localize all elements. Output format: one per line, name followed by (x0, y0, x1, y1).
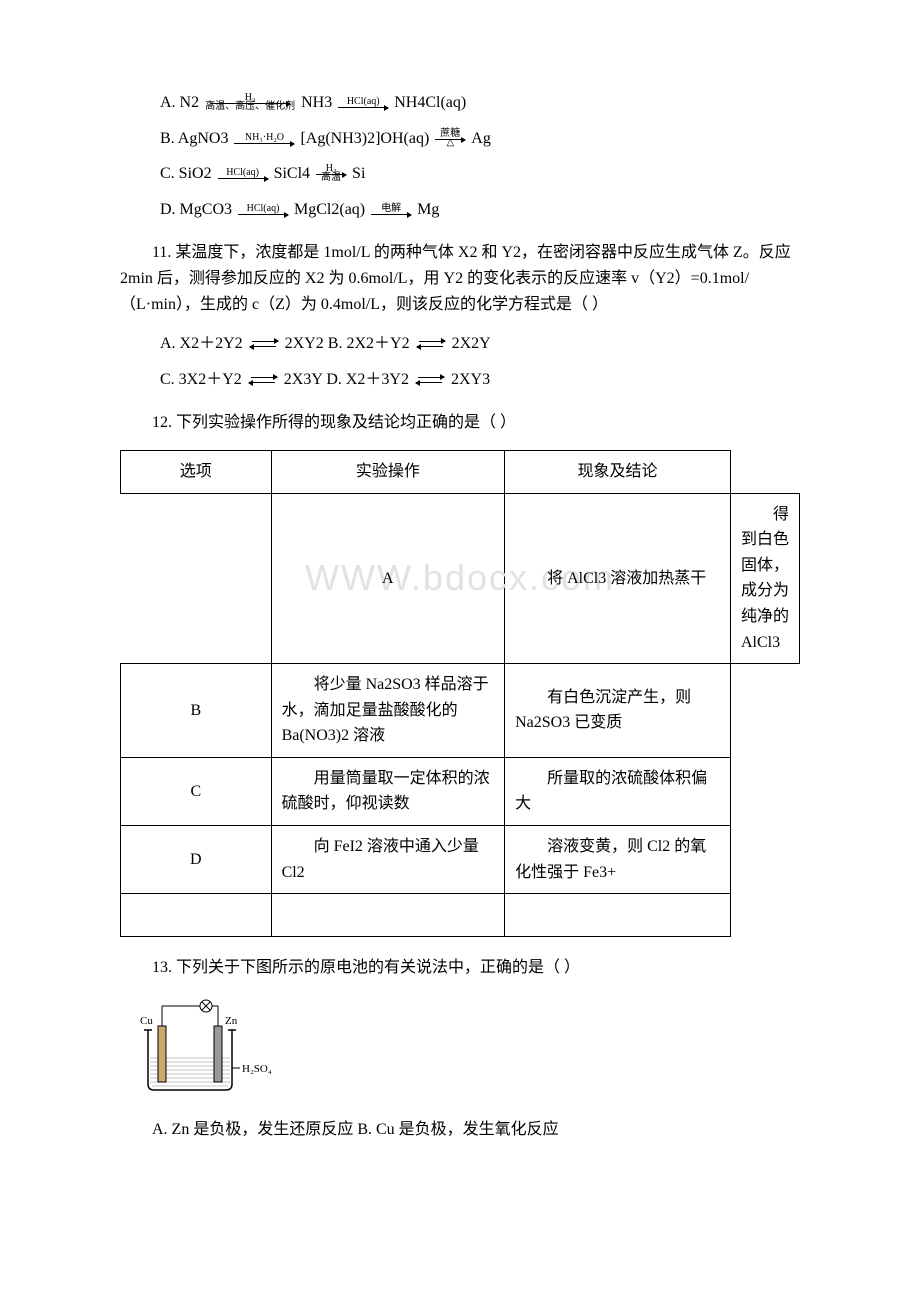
opt-text: 2X2Y (452, 335, 491, 352)
opt-text: B. 2X2＋Y2 (328, 335, 410, 352)
q10-option-B: B. AgNO3 NH₃·H₂O [Ag(NH3)2]OH(aq) 蔗糖 △ A… (120, 126, 800, 152)
opt-text: A. X2＋2Y2 (160, 335, 243, 352)
reaction-arrow: H₂ 高温 (316, 164, 346, 183)
reaction-arrow: HCl(aq) (338, 97, 388, 108)
reaction-arrow: 蔗糖 △ (435, 129, 465, 148)
cell-op: 将 AlCl3 溶液加热蒸干 (505, 493, 731, 664)
table-header-row: 选项 实验操作 现象及结论 (121, 450, 800, 493)
reaction-arrow: H₂ 高温、高压、催化剂 (205, 93, 295, 112)
opt-text: 2X3Y (284, 371, 323, 388)
q10-option-A: A. N2 H₂ 高温、高压、催化剂 NH3 HCl(aq) NH4Cl(aq) (120, 90, 800, 116)
opt-text: C. 3X2＋Y2 (160, 371, 242, 388)
galvanic-cell-diagram: Cu Zn H₂SO₄ (140, 994, 800, 1103)
text: NH3 (301, 90, 332, 116)
cell-res: 得到白色固体，成分为纯净的 AlCl3 (730, 493, 799, 664)
cell-res: 溶液变黄，则 Cl2 的氧化性强于 Fe3+ (505, 826, 731, 894)
cell-opt: C (121, 757, 272, 825)
header-option: 选项 (121, 450, 272, 493)
text: Ag (471, 126, 491, 152)
question-11: 11. 某温度下，浓度都是 1mol/L 的两种气体 X2 和 Y2，在密闭容器… (120, 240, 800, 317)
q13-options: A. Zn 是负极，发生还原反应 B. Cu 是负极，发生氧化反应 (120, 1117, 800, 1143)
cell-op: 用量筒量取一定体积的浓硫酸时，仰视读数 (271, 757, 505, 825)
equilibrium-arrow (250, 339, 278, 349)
table-row: D 向 FeI2 溶液中通入少量 Cl2 溶液变黄，则 Cl2 的氧化性强于 F… (121, 826, 800, 894)
svg-text:H₂SO₄: H₂SO₄ (242, 1063, 272, 1075)
text: Si (352, 161, 365, 187)
text: Mg (417, 197, 439, 223)
q10-option-C: C. SiO2 HCl(aq) SiCl4 H₂ 高温 Si (120, 161, 800, 187)
table-row: C 用量筒量取一定体积的浓硫酸时，仰视读数 所量取的浓硫酸体积偏大 (121, 757, 800, 825)
question-12: 12. 下列实验操作所得的现象及结论均正确的是（ ） (120, 410, 800, 436)
text: D. MgCO3 (160, 197, 232, 223)
opt-text: 2XY2 (285, 335, 324, 352)
equilibrium-arrow (416, 375, 444, 385)
header-operation: 实验操作 (271, 450, 505, 493)
cell-opt: D (121, 826, 272, 894)
cell-op: 将少量 Na2SO3 样品溶于水，滴加足量盐酸酸化的 Ba(NO3)2 溶液 (271, 664, 505, 758)
opt-text: D. X2＋3Y2 (326, 371, 409, 388)
cell-opt: A (271, 493, 505, 664)
cell-opt: B (121, 664, 272, 758)
q10-option-D: D. MgCO3 HCl(aq) MgCl2(aq) 电解 Mg (120, 197, 800, 223)
experiment-table: 选项 实验操作 现象及结论 A 将 AlCl3 溶液加热蒸干 得到白色固体，成分… (120, 450, 800, 937)
question-13: 13. 下列关于下图所示的原电池的有关说法中，正确的是（ ） (120, 955, 800, 981)
text: MgCl2(aq) (294, 197, 365, 223)
table-row-empty (121, 894, 800, 937)
cell-res: 有白色沉淀产生，则 Na2SO3 已变质 (505, 664, 731, 758)
cell-op: 向 FeI2 溶液中通入少量 Cl2 (271, 826, 505, 894)
opt-text: 2XY3 (451, 371, 490, 388)
table-row: A 将 AlCl3 溶液加热蒸干 得到白色固体，成分为纯净的 AlCl3 (121, 493, 800, 664)
text: SiCl4 (274, 161, 310, 187)
text: [Ag(NH3)2]OH(aq) (300, 126, 429, 152)
svg-text:Zn: Zn (225, 1015, 238, 1027)
text: C. SiO2 (160, 161, 212, 187)
reaction-arrow: 电解 (371, 204, 411, 215)
q11-options: A. X2＋2Y2 2XY2 B. 2X2＋Y2 2X2Y C. 3X2＋Y2 … (120, 331, 800, 392)
svg-text:Cu: Cu (140, 1015, 153, 1027)
text: NH4Cl(aq) (394, 90, 466, 116)
reaction-arrow: HCl(aq) (238, 204, 288, 215)
equilibrium-arrow (249, 375, 277, 385)
table-row: B 将少量 Na2SO3 样品溶于水，滴加足量盐酸酸化的 Ba(NO3)2 溶液… (121, 664, 800, 758)
equilibrium-arrow (417, 339, 445, 349)
text: B. AgNO3 (160, 126, 228, 152)
reaction-arrow: HCl(aq) (218, 168, 268, 179)
text: A. N2 (160, 90, 199, 116)
header-result: 现象及结论 (505, 450, 731, 493)
cell-res: 所量取的浓硫酸体积偏大 (505, 757, 731, 825)
reaction-arrow: NH₃·H₂O (234, 133, 294, 144)
